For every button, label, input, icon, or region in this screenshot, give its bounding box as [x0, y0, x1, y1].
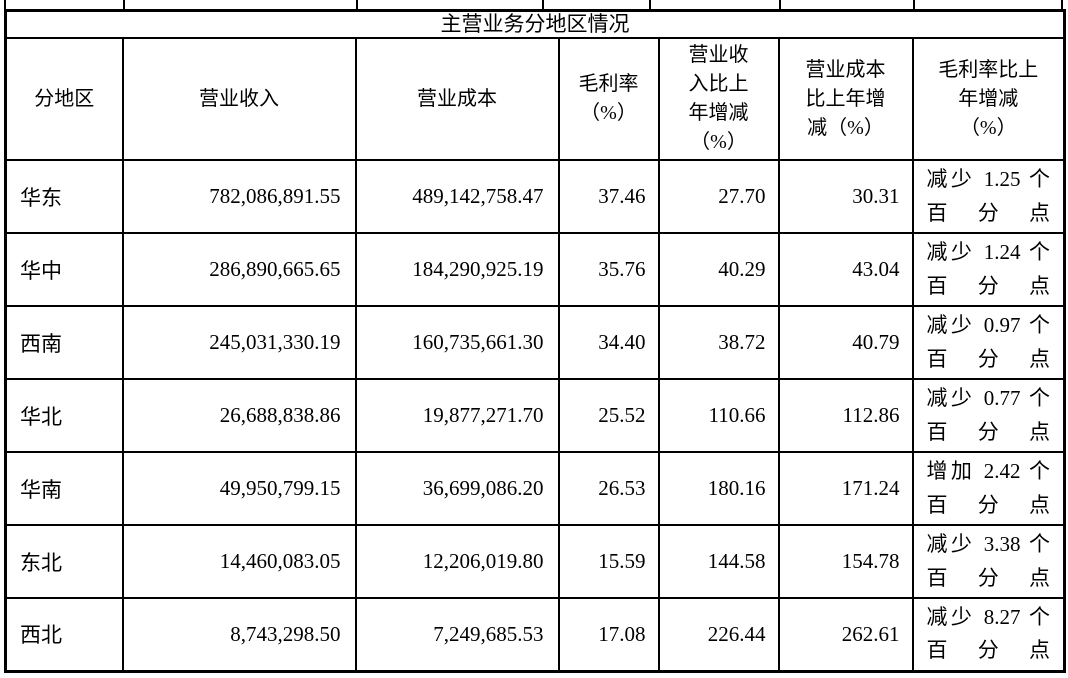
cell-border-stub — [123, 0, 125, 9]
region-business-table: 主营业务分地区情况 分地区 营业收入 营业成本 毛利率 （%） 营业收 入比上 … — [4, 9, 1067, 673]
column-header-gross-margin: 毛利率 （%） — [557, 37, 660, 161]
cell-gross_margin: 15.59 — [557, 524, 660, 599]
cell-margin_yoy: 增加 2.42 个百分点 — [911, 451, 1066, 526]
cell-cost: 160,735,661.30 — [354, 305, 560, 380]
cell-revenue_yoy: 180.16 — [657, 451, 780, 526]
cell-cost_yoy: 154.78 — [777, 524, 914, 599]
cell-revenue: 245,031,330.19 — [121, 305, 357, 380]
cell-cost: 36,699,086.20 — [354, 451, 560, 526]
cell-cost_yoy: 262.61 — [777, 597, 914, 672]
cell-cost_yoy: 43.04 — [777, 232, 914, 307]
cell-revenue_yoy: 110.66 — [657, 378, 780, 453]
cell-revenue: 49,950,799.15 — [121, 451, 357, 526]
table-title-row: 主营业务分地区情况 — [4, 9, 1066, 39]
cell-revenue_yoy: 226.44 — [657, 597, 780, 672]
cell-cost_yoy: 40.79 — [777, 305, 914, 380]
table-row: 西北 8,743,298.50 7,249,685.53 17.08 226.44 262… — [4, 597, 1066, 672]
cell-gross_margin: 37.46 — [557, 159, 660, 234]
column-header-cost: 营业成本 — [354, 37, 560, 161]
cell-border-stub — [356, 0, 358, 9]
cell-border-stub — [913, 0, 915, 9]
cell-revenue_yoy: 27.70 — [657, 159, 780, 234]
cell-revenue: 8,743,298.50 — [121, 597, 357, 672]
cell-gross_margin: 35.76 — [557, 232, 660, 307]
cell-margin_yoy: 减少 3.38 个百分点 — [911, 524, 1066, 599]
table-row: 华北 26,688,838.86 19,877,271.70 25.52 110.66 1… — [4, 378, 1066, 453]
cell-cost: 184,290,925.19 — [354, 232, 560, 307]
cell-revenue: 286,890,665.65 — [121, 232, 357, 307]
table-row: 西南 245,031,330.19 160,735,661.30 34.40 38.72… — [4, 305, 1066, 380]
cell-cost: 489,142,758.47 — [354, 159, 560, 234]
cell-border-stub — [649, 0, 651, 9]
column-header-margin-yoy: 毛利率比上 年增减 （%） — [911, 37, 1066, 161]
cell-region: 西南 — [4, 305, 124, 380]
cell-gross_margin: 34.40 — [557, 305, 660, 380]
cell-margin_yoy: 减少 0.97 个百分点 — [911, 305, 1066, 380]
column-header-revenue-yoy: 营业收 入比上 年增减 （%） — [657, 37, 780, 161]
table-body: 华东 782,086,891.55 489,142,758.47 37.46 27.70… — [4, 159, 1066, 672]
table-title: 主营业务分地区情况 — [4, 9, 1066, 39]
column-header-cost-yoy: 营业成本 比上年增 减（%） — [777, 37, 914, 161]
cell-gross_margin: 17.08 — [557, 597, 660, 672]
cell-border-stub — [779, 0, 781, 9]
cell-region: 华南 — [4, 451, 124, 526]
cell-revenue_yoy: 144.58 — [657, 524, 780, 599]
cell-margin_yoy: 减少 1.24 个百分点 — [911, 232, 1066, 307]
cell-region: 华中 — [4, 232, 124, 307]
cell-cost_yoy: 30.31 — [777, 159, 914, 234]
previous-table-fragment — [4, 0, 1063, 9]
cell-region: 东北 — [4, 524, 124, 599]
cell-revenue_yoy: 38.72 — [657, 305, 780, 380]
cell-cost: 19,877,271.70 — [354, 378, 560, 453]
cell-revenue_yoy: 40.29 — [657, 232, 780, 307]
cell-gross_margin: 26.53 — [557, 451, 660, 526]
cell-cost_yoy: 171.24 — [777, 451, 914, 526]
cell-cost_yoy: 112.86 — [777, 378, 914, 453]
cell-cost: 7,249,685.53 — [354, 597, 560, 672]
cell-gross_margin: 25.52 — [557, 378, 660, 453]
cell-border-stub — [542, 0, 544, 9]
cell-region: 华东 — [4, 159, 124, 234]
cell-margin_yoy: 减少 1.25 个百分点 — [911, 159, 1066, 234]
cell-margin_yoy: 减少 0.77 个百分点 — [911, 378, 1066, 453]
cell-cost: 12,206,019.80 — [354, 524, 560, 599]
cell-revenue: 26,688,838.86 — [121, 378, 357, 453]
table-row: 华东 782,086,891.55 489,142,758.47 37.46 27.70… — [4, 159, 1066, 234]
table-row: 华南 49,950,799.15 36,699,086.20 26.53 180.16 1… — [4, 451, 1066, 526]
cell-region: 华北 — [4, 378, 124, 453]
column-header-revenue: 营业收入 — [121, 37, 357, 161]
cell-margin_yoy: 减少 8.27 个百分点 — [911, 597, 1066, 672]
column-header-region: 分地区 — [4, 37, 124, 161]
cell-revenue: 14,460,083.05 — [121, 524, 357, 599]
table-row: 华中 286,890,665.65 184,290,925.19 35.76 40.29… — [4, 232, 1066, 307]
cell-region: 西北 — [4, 597, 124, 672]
cell-revenue: 782,086,891.55 — [121, 159, 357, 234]
table-row: 东北 14,460,083.05 12,206,019.80 15.59 144.58 1… — [4, 524, 1066, 599]
table-header-row: 分地区 营业收入 营业成本 毛利率 （%） 营业收 入比上 年增减 （%） 营业… — [4, 37, 1066, 161]
